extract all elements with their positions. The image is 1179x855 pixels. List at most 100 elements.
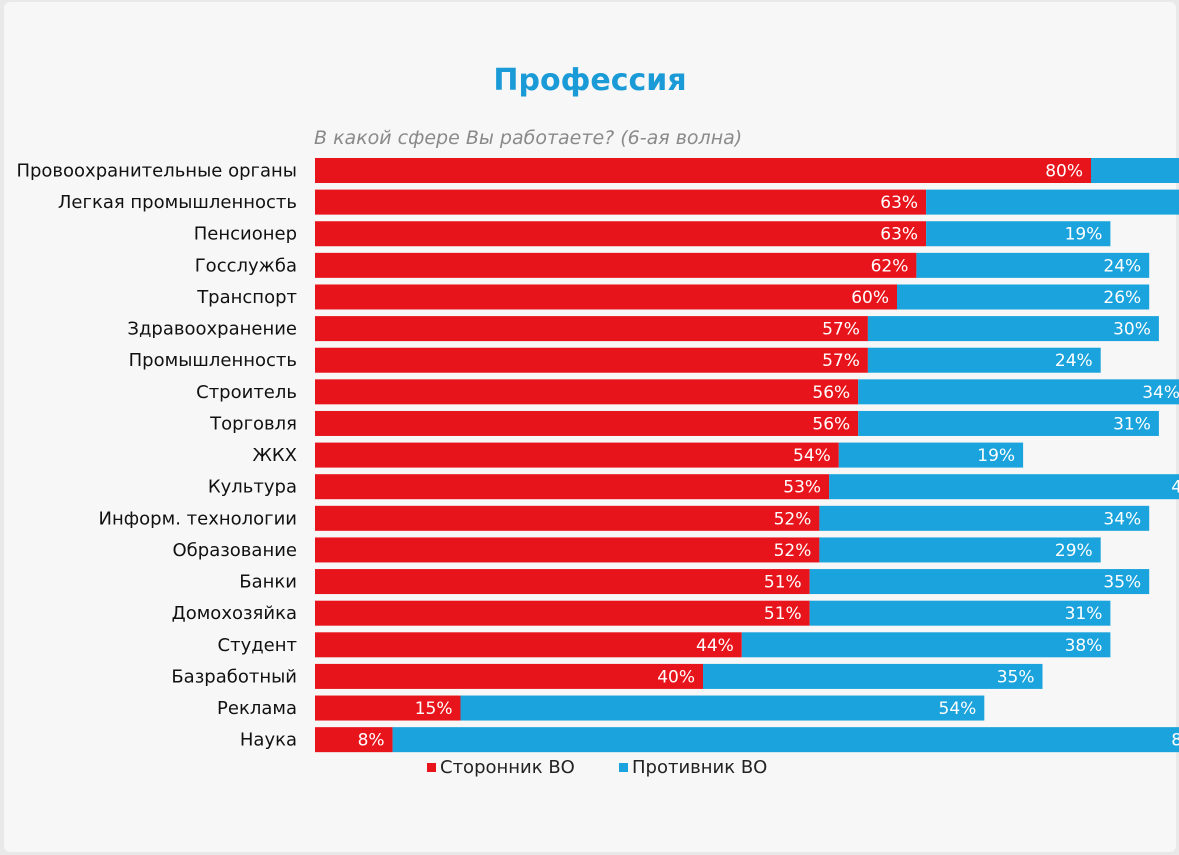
value-label-supporter: 8% <box>358 731 385 751</box>
value-label-supporter: 51% <box>764 604 802 624</box>
value-label-opponent: 29% <box>1055 541 1093 561</box>
value-label-opponent: 19% <box>1065 225 1103 245</box>
bar-opponent <box>858 379 1179 405</box>
category-label: Строитель <box>196 382 297 403</box>
category-label: Образование <box>173 540 298 561</box>
bar-supporter <box>315 410 859 436</box>
bar-opponent <box>916 252 1150 278</box>
value-label-opponent: 38% <box>1065 636 1103 656</box>
value-label-opponent: 30% <box>1113 320 1151 340</box>
bar-opponent <box>926 189 1179 215</box>
value-label-opponent: 85% <box>1171 731 1179 751</box>
bar-opponent <box>741 632 1111 658</box>
bar-supporter <box>315 474 830 500</box>
legend-swatch <box>619 763 628 772</box>
legend-label: Противник ВО <box>632 757 767 778</box>
bar-supporter <box>315 316 868 342</box>
bar-opponent <box>926 221 1111 247</box>
bar-supporter <box>315 632 742 658</box>
value-label-supporter: 40% <box>657 667 695 687</box>
value-label-opponent: 34% <box>1142 383 1179 403</box>
value-label-opponent: 24% <box>1103 256 1141 276</box>
category-label: Реклама <box>217 698 297 719</box>
category-label: ЖКХ <box>253 445 298 466</box>
value-label-opponent: 31% <box>1065 604 1103 624</box>
category-label: Промышленность <box>129 350 297 371</box>
bar-opponent <box>1091 158 1179 183</box>
category-label: Банки <box>239 572 297 593</box>
value-label-opponent: 24% <box>1055 351 1093 371</box>
value-label-opponent: 34% <box>1103 509 1141 529</box>
category-label: Пенсионер <box>194 224 297 245</box>
bar-opponent <box>809 569 1150 595</box>
bar-supporter <box>315 189 927 215</box>
category-label: Наука <box>240 730 297 751</box>
bar-opponent <box>867 347 1101 373</box>
bar-opponent <box>392 727 1179 753</box>
value-label-opponent: 40% <box>1171 478 1179 498</box>
category-label: Легкая промышленность <box>58 192 297 213</box>
legend-label: Сторонник ВО <box>440 757 575 778</box>
bar-opponent <box>897 284 1150 310</box>
bar-supporter <box>315 695 461 721</box>
bar-supporter <box>315 727 393 753</box>
bar-opponent <box>819 505 1150 531</box>
legend: Сторонник ВО Противник ВО <box>427 757 767 778</box>
legend-swatch <box>427 763 436 772</box>
category-label: Студент <box>218 635 297 656</box>
category-label: Провоохранительные органы <box>16 161 297 182</box>
value-label-opponent: 19% <box>977 446 1015 466</box>
category-label: Транспорт <box>196 287 297 308</box>
chart-title: Профессия <box>493 63 686 98</box>
bar-supporter <box>315 537 820 563</box>
value-label-supporter: 57% <box>822 320 860 340</box>
bar-opponent <box>460 695 985 721</box>
value-label-supporter: 80% <box>1045 162 1083 182</box>
category-label: Информ. технологии <box>99 508 297 529</box>
bar-supporter <box>315 442 839 468</box>
bar-opponent <box>819 537 1101 563</box>
bar-supporter <box>315 284 897 310</box>
value-label-supporter: 52% <box>774 509 812 529</box>
value-label-opponent: 54% <box>939 699 977 719</box>
value-label-opponent: 31% <box>1113 414 1151 434</box>
category-label: Торговля <box>209 413 297 434</box>
bar-opponent <box>838 442 1024 468</box>
bar-supporter <box>315 379 859 405</box>
category-label: Домохозяйка <box>172 603 297 624</box>
bar-opponent <box>867 316 1159 342</box>
value-label-supporter: 44% <box>696 636 734 656</box>
value-label-supporter: 56% <box>812 414 850 434</box>
value-label-supporter: 56% <box>812 383 850 403</box>
bar-supporter <box>315 347 868 373</box>
bar-supporter <box>315 663 703 689</box>
bar-opponent <box>829 474 1179 500</box>
value-label-supporter: 51% <box>764 573 802 593</box>
bar-opponent <box>703 663 1043 689</box>
value-label-supporter: 15% <box>415 699 453 719</box>
bar-supporter <box>315 569 810 595</box>
bar-supporter <box>315 600 810 626</box>
bar-supporter <box>315 158 1091 183</box>
bar-opponent <box>809 600 1111 626</box>
value-label-supporter: 62% <box>871 256 909 276</box>
value-label-supporter: 53% <box>783 478 821 498</box>
chart-subtitle: В какой сфере Вы работаете? (6-ая волна) <box>314 127 742 149</box>
category-label: Базработный <box>171 666 297 687</box>
value-label-opponent: 35% <box>997 667 1035 687</box>
bar-opponent <box>858 410 1159 436</box>
category-label: Здравоохранение <box>127 319 297 340</box>
bar-supporter <box>315 252 917 278</box>
bar-supporter <box>315 221 927 247</box>
value-label-supporter: 52% <box>774 541 812 561</box>
value-label-supporter: 63% <box>880 193 918 213</box>
category-label: Культура <box>208 477 297 498</box>
value-label-opponent: 35% <box>1103 573 1141 593</box>
bar-supporter <box>315 505 820 531</box>
value-label-supporter: 60% <box>851 288 889 308</box>
value-label-opponent: 26% <box>1103 288 1141 308</box>
value-label-supporter: 54% <box>793 446 831 466</box>
category-label: Госслужба <box>195 255 297 276</box>
